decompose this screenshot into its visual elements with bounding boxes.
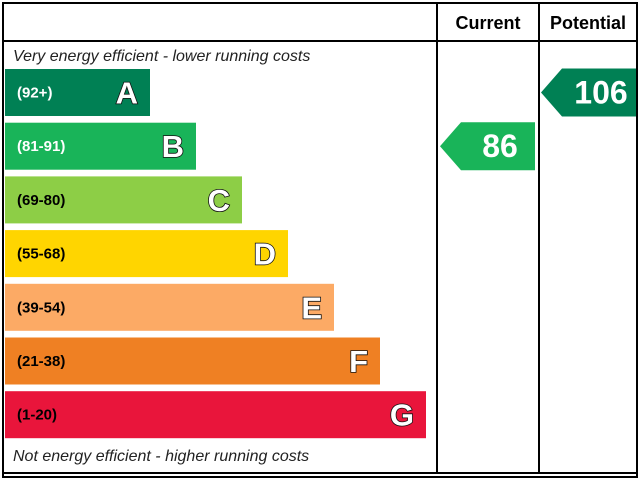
rating-markers: 86 106 [440, 68, 636, 171]
column-header-current: Current [455, 13, 520, 33]
top-note: Very energy efficient - lower running co… [13, 48, 310, 65]
band-c-bar [5, 176, 242, 224]
band-d-range: (55-68) [17, 246, 65, 263]
band-d-bar [5, 230, 288, 278]
band-f-range: (21-38) [17, 353, 65, 370]
rating-potential-value: 106 [574, 75, 627, 111]
band-d-letter: D [254, 237, 276, 272]
band-e-letter: E [301, 290, 322, 325]
bottom-note: Not energy efficient - higher running co… [13, 448, 309, 465]
rating-current-value: 86 [482, 128, 518, 164]
band-f-bar [5, 337, 380, 385]
band-c-range: (69-80) [17, 192, 65, 209]
band-a-range: (92+) [17, 85, 52, 102]
column-header-potential: Potential [550, 13, 626, 33]
band-e-bar [5, 283, 334, 331]
band-e-range: (39-54) [17, 299, 65, 316]
band-b-bar [5, 122, 196, 170]
band-a-letter: A [116, 76, 138, 111]
band-g-range: (1-20) [17, 407, 57, 424]
band-f-letter: F [349, 344, 368, 379]
rating-potential-arrow [541, 68, 636, 117]
band-b-letter: B [162, 129, 184, 164]
band-a-bar [5, 69, 150, 116]
rating-bands: (92+) A (81-91) B (69-80) C (55-68) D (39-54) E (2… [5, 69, 426, 439]
band-c-letter: C [208, 183, 230, 218]
band-b-range: (81-91) [17, 138, 65, 155]
band-g-letter: G [390, 398, 414, 433]
rating-current-arrow [440, 122, 535, 171]
band-g-bar [5, 391, 426, 439]
